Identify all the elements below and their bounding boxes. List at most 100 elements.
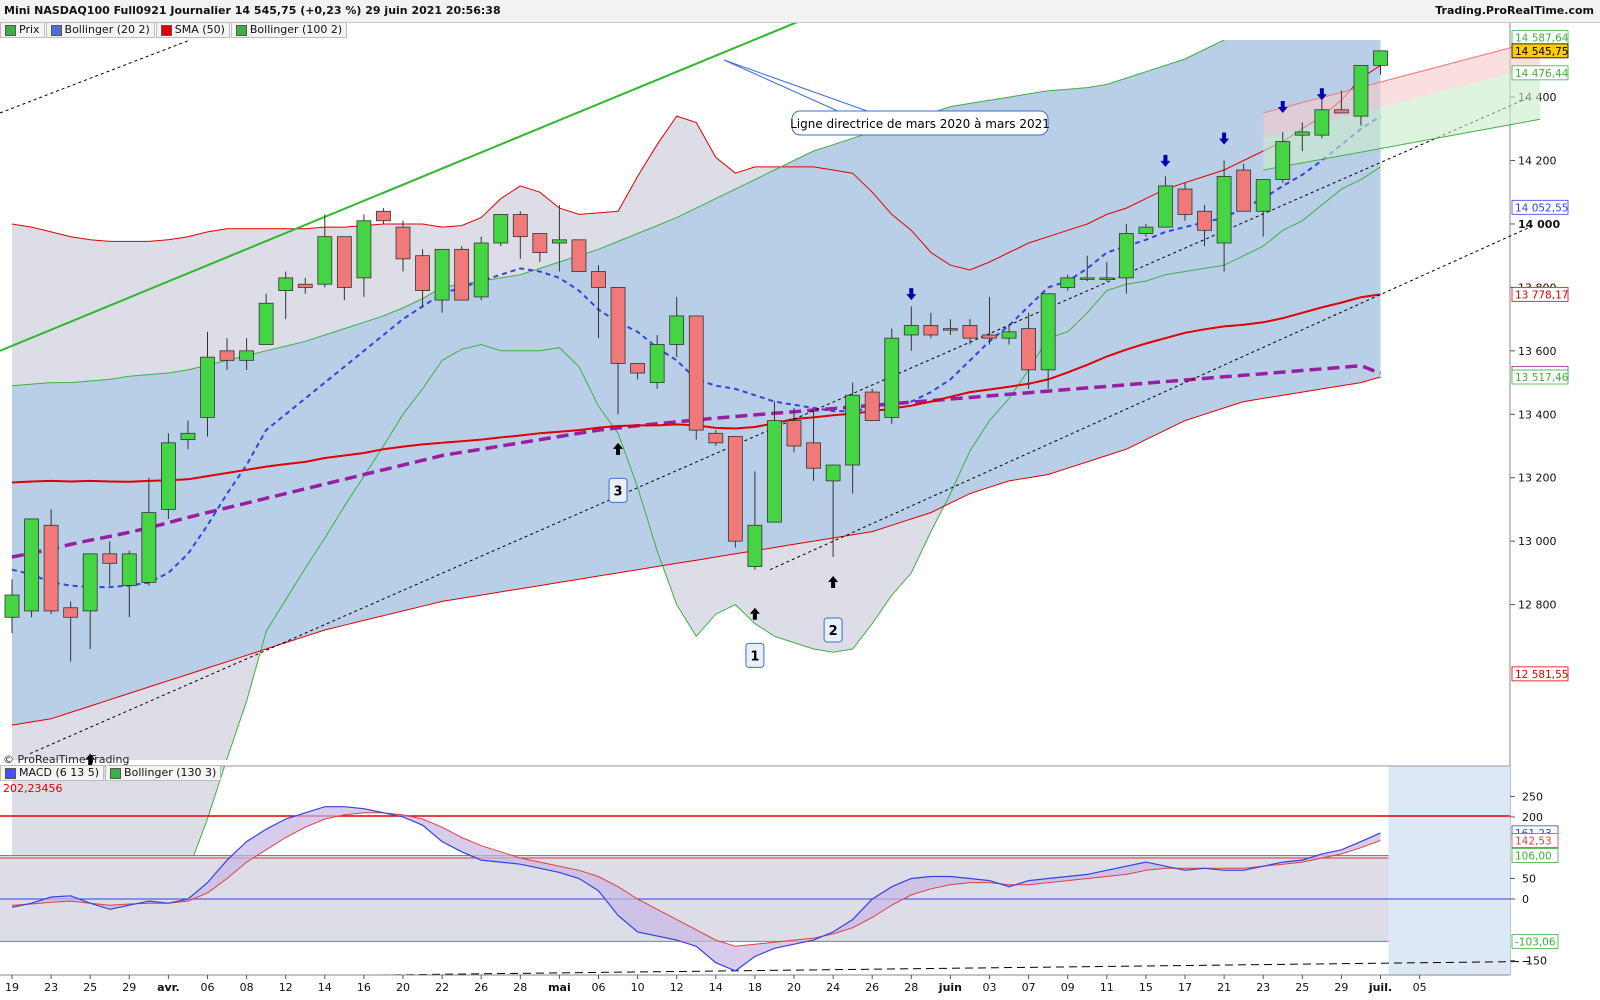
candle (336, 236, 352, 301)
candle (649, 334, 665, 389)
price-value-label: 14 476,44 (1511, 65, 1569, 81)
candle-body (786, 420, 802, 447)
price-value-text: 13 517,46 (1515, 372, 1569, 384)
macd-dashed-trend (379, 960, 1531, 976)
time-tick-label: 24 (826, 981, 840, 994)
candle-body (356, 220, 372, 279)
macd-tick-label: 250 (1522, 790, 1543, 803)
candle (747, 471, 763, 570)
candle (121, 550, 137, 618)
candle (1099, 262, 1115, 282)
price-value-text: 14 476,44 (1515, 68, 1569, 80)
time-tick-label: 22 (435, 981, 449, 994)
legend-item-sma-50[interactable]: SMA (50) (155, 22, 230, 38)
pattern-number-frame (608, 477, 628, 503)
candle (591, 265, 606, 339)
brand-label: Trading.ProRealTime.com (1435, 4, 1594, 17)
macd-future-fill (1388, 766, 1510, 975)
legend-item-bollinger-130[interactable]: Bollinger (130 3) (105, 765, 222, 781)
price-value-label: 12 581,55 (1511, 666, 1568, 682)
candle-body (415, 255, 430, 291)
time-tick-label: 15 (1139, 981, 1153, 994)
candle (962, 319, 978, 345)
candle-body (219, 350, 235, 361)
time-tick-label: 14 (709, 981, 723, 994)
macd-line (11, 806, 1381, 972)
macd-tick-label: 200 (1522, 811, 1543, 824)
price-value-label: 13 517,46 (1511, 369, 1569, 385)
time-tick-label: 10 (631, 981, 645, 994)
candle (454, 246, 470, 301)
candle (160, 433, 176, 519)
sma-swatch-icon (160, 24, 172, 36)
band-top-clip (0, 22, 1510, 40)
legend-item-bollinger-20[interactable]: Bollinger (20 2) (45, 22, 155, 38)
legend-item-macd[interactable]: MACD (6 13 5) (0, 765, 105, 781)
time-tick-label: 26 (865, 981, 879, 994)
candle-body (1079, 277, 1095, 280)
time-tick-label: 21 (1217, 981, 1231, 994)
macd-value-label: -103,06 (1511, 933, 1559, 949)
candle (825, 464, 841, 558)
callout-text: Ligne directrice de mars 2020 à mars 202… (790, 117, 1050, 131)
annotation-callout: Ligne directrice de mars 2020 à mars 202… (723, 59, 1050, 136)
macd-tick-label: -150 (1522, 955, 1547, 968)
time-tick-label: 18 (748, 981, 762, 994)
time-tick-label: 14 (318, 981, 332, 994)
pattern-number-frame (823, 617, 843, 643)
pattern-number-box: 3 (608, 477, 628, 503)
channel-lower-line (1263, 118, 1541, 171)
candle (1197, 204, 1212, 247)
candle (1021, 312, 1036, 389)
candle (376, 208, 391, 224)
candle (786, 407, 802, 453)
candle-body (1177, 188, 1193, 215)
candle (532, 233, 548, 263)
price-tick-label: 13 400 (1518, 408, 1557, 421)
candle-body (903, 325, 919, 336)
candle-body (63, 607, 79, 618)
bollinger-100-middle (11, 363, 1382, 559)
candle-body (473, 242, 489, 298)
candle-body (1021, 328, 1036, 371)
candle (1040, 293, 1056, 389)
candle-body (864, 391, 880, 422)
candle-body (1275, 141, 1291, 180)
candle (982, 296, 997, 345)
macd-value-frame (1511, 848, 1559, 863)
candle-body (1216, 175, 1232, 244)
candle-body (806, 442, 821, 469)
candle-body (258, 302, 274, 345)
price-tick-label: 14 000 (1518, 218, 1560, 231)
time-tick-label: 16 (357, 981, 371, 994)
candle-body (376, 210, 391, 222)
candle (864, 388, 880, 422)
candle-body (434, 248, 450, 301)
candle (63, 601, 79, 662)
candle-body (121, 553, 137, 586)
time-tick-label: 06 (592, 981, 606, 994)
chart-header: Mini NASDAQ100 Full0921 Journalier 14 54… (0, 0, 1600, 23)
candle (82, 553, 98, 649)
candle-body (493, 214, 509, 244)
legend-item-price[interactable]: Prix (0, 22, 45, 38)
candle-body (1099, 277, 1115, 280)
candle (434, 248, 450, 313)
candle (24, 518, 39, 618)
candle (1334, 90, 1349, 114)
candle-body (571, 239, 587, 272)
callout-pointer (723, 59, 871, 113)
up-arrow-icon (828, 576, 839, 589)
candle-body (82, 553, 98, 612)
price-value-text: 14 052,55 (1515, 202, 1568, 214)
candle (1001, 325, 1017, 345)
legend-item-bollinger-100[interactable]: Bollinger (100 2) (230, 22, 348, 38)
candle (571, 239, 587, 272)
candle (415, 249, 430, 307)
candle-body (923, 325, 939, 336)
price-value-frame (1511, 369, 1569, 385)
channel-upper-line (1263, 39, 1541, 114)
candle-body (1334, 109, 1349, 114)
candle-body (317, 236, 333, 285)
